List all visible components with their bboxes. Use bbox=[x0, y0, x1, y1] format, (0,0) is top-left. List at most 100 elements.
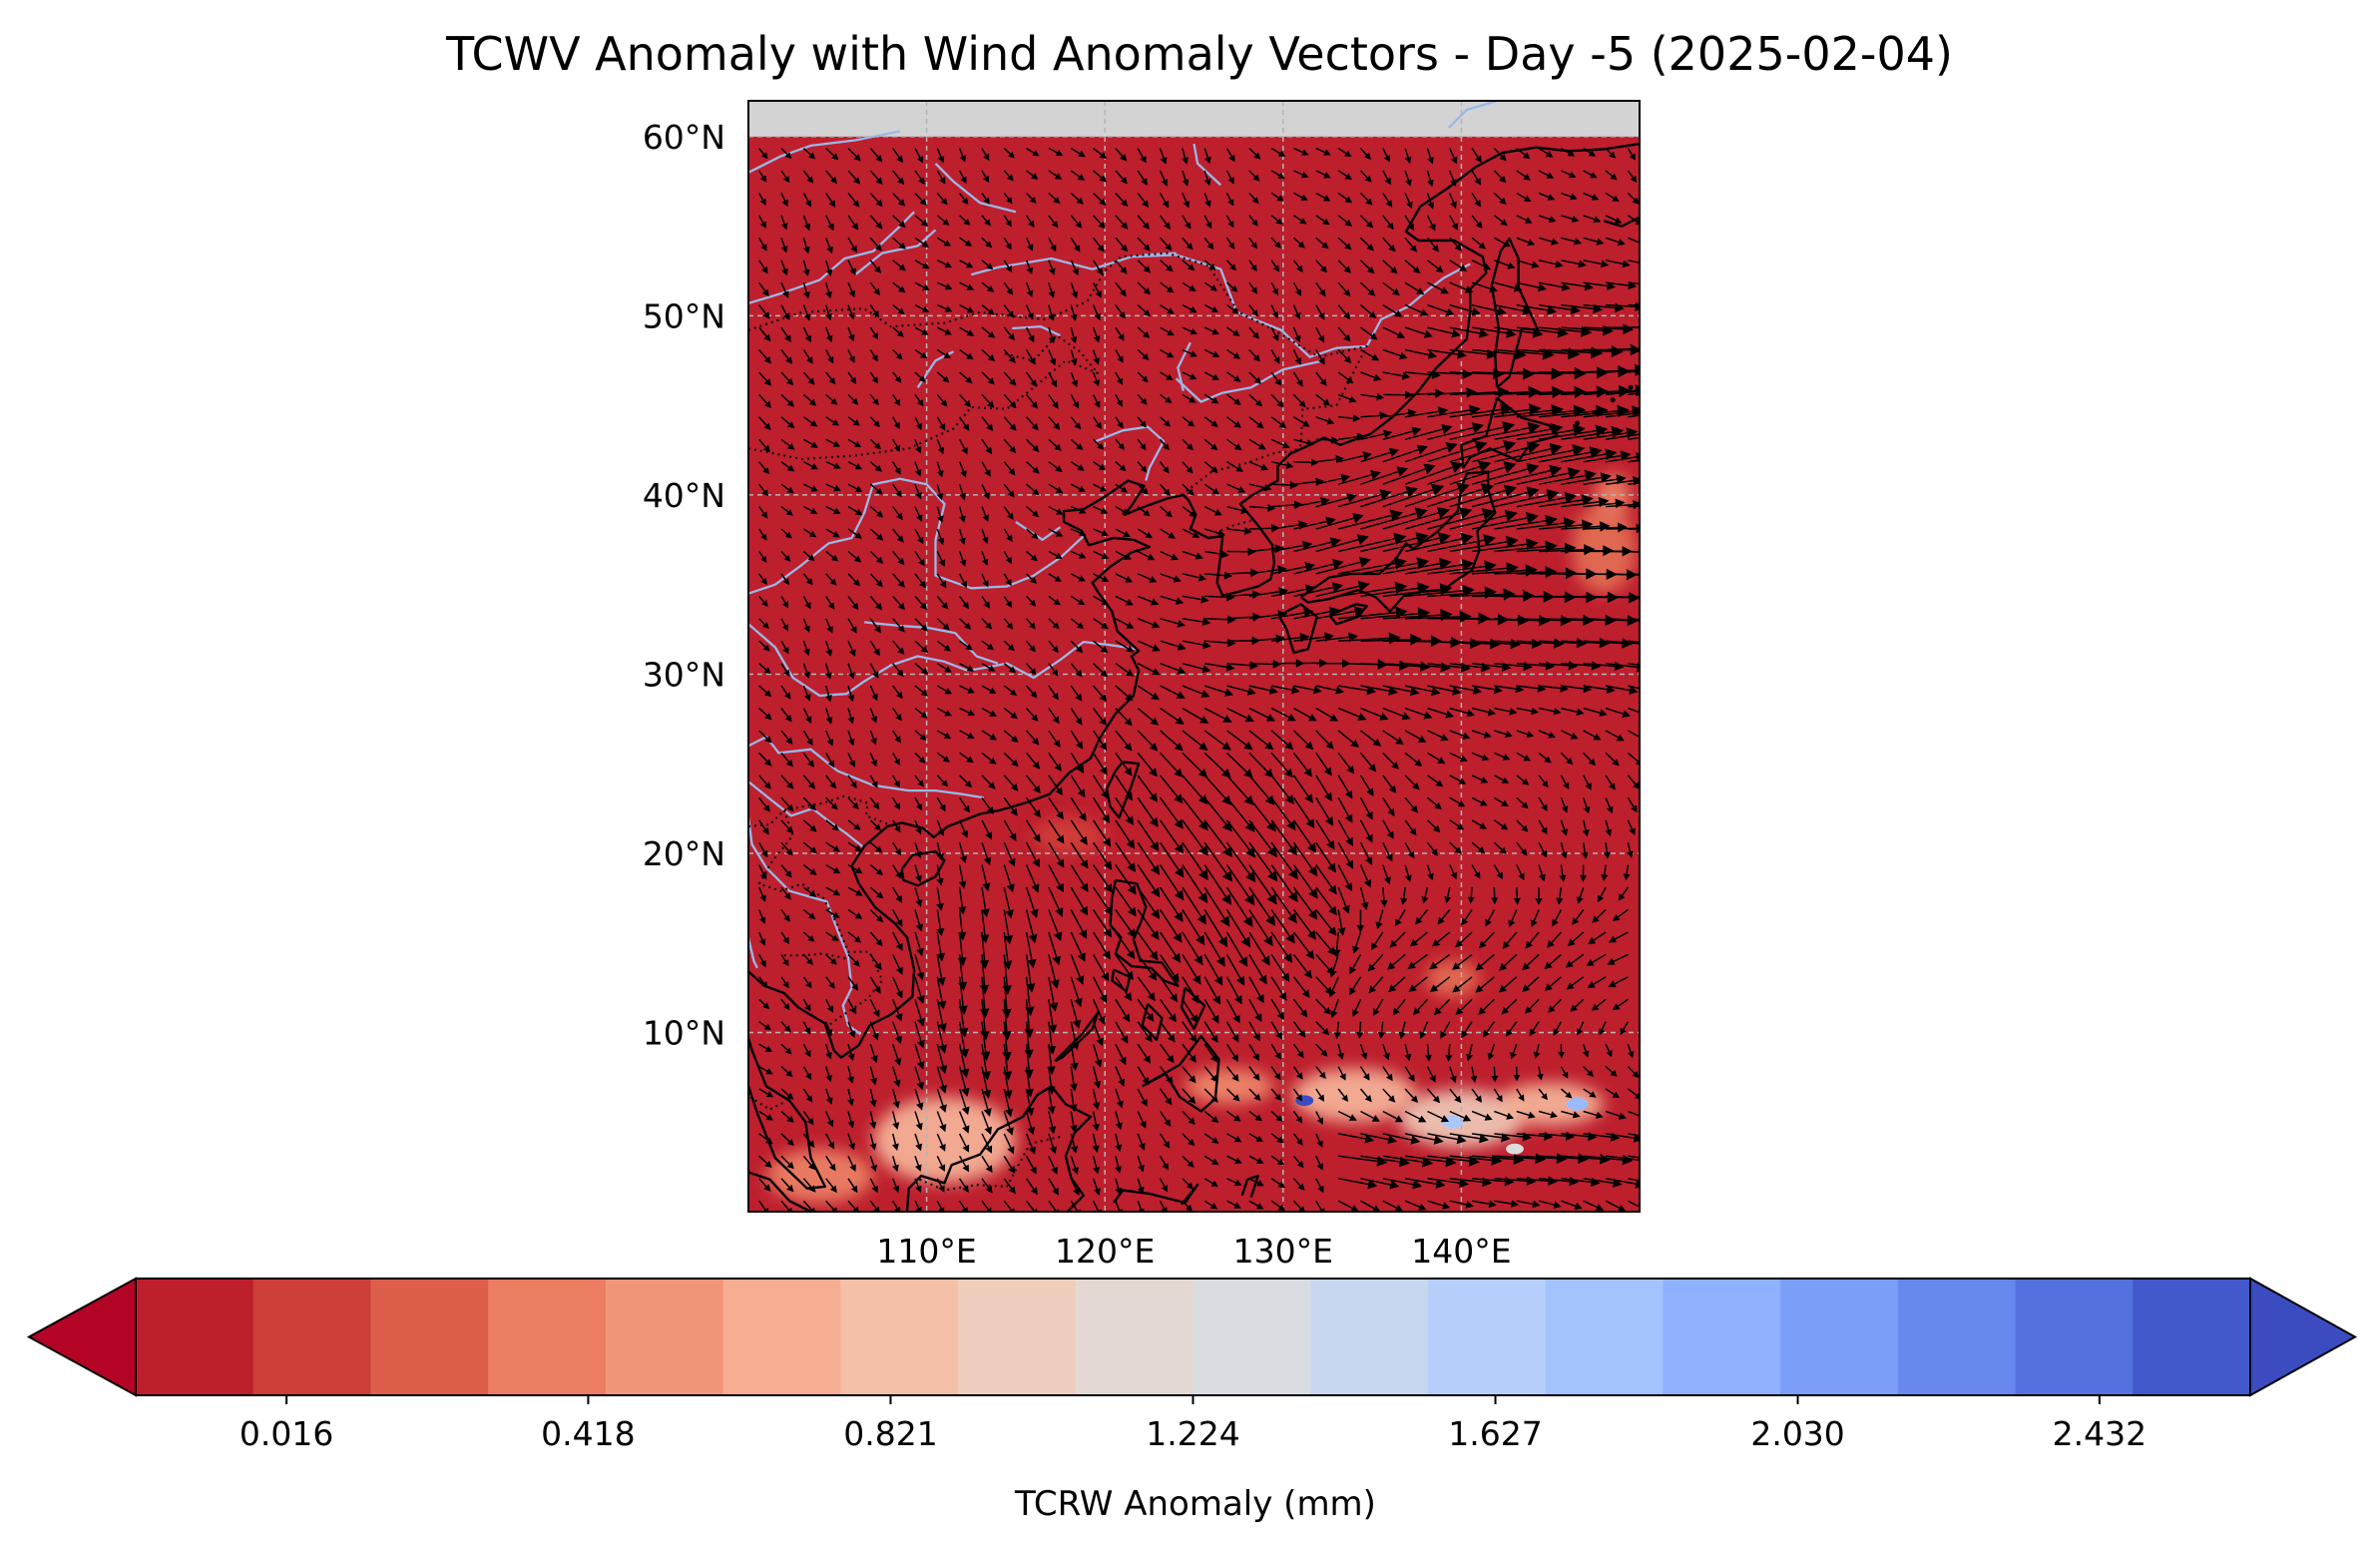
wind-vector bbox=[1026, 730, 1040, 746]
wind-vector bbox=[1226, 326, 1240, 336]
wind-vector bbox=[1203, 237, 1214, 251]
wind-vector bbox=[1315, 1088, 1325, 1102]
wind-vector bbox=[1159, 909, 1183, 943]
wind-vector bbox=[1315, 436, 1339, 444]
wind-vector bbox=[1538, 446, 1603, 463]
wind-vector bbox=[1560, 797, 1569, 813]
wind-vector bbox=[1387, 953, 1406, 970]
wind-vector bbox=[1093, 461, 1106, 471]
wind-vector bbox=[1225, 259, 1236, 271]
wind-vector bbox=[1427, 259, 1444, 273]
wind-vector bbox=[959, 730, 975, 740]
coastline-sakhalin bbox=[1490, 237, 1540, 389]
wind-vector bbox=[1427, 534, 1497, 553]
wind-vector bbox=[1203, 752, 1231, 778]
wind-vector bbox=[758, 304, 770, 319]
wind-vector bbox=[1583, 170, 1598, 179]
wind-vector bbox=[936, 483, 944, 501]
wind-vector bbox=[1093, 685, 1108, 702]
wind-vector bbox=[1415, 909, 1429, 925]
wind-vector bbox=[1225, 148, 1235, 163]
wind-vector bbox=[1471, 775, 1489, 783]
wind-vector bbox=[1329, 954, 1339, 978]
wind-vector bbox=[914, 416, 922, 431]
wind-vector bbox=[1092, 1066, 1102, 1089]
wind-vector bbox=[1048, 326, 1056, 344]
wind-vector bbox=[1182, 864, 1208, 904]
wind-vector bbox=[914, 170, 925, 185]
wind-vector bbox=[1182, 371, 1197, 380]
wind-vector bbox=[847, 663, 855, 680]
wind-vector bbox=[780, 1178, 794, 1193]
wind-vector bbox=[1115, 640, 1135, 653]
wind-vector bbox=[1115, 864, 1137, 895]
wind-vector bbox=[1382, 1178, 1423, 1190]
wind-vector bbox=[914, 1156, 922, 1172]
wind-vector bbox=[1529, 1021, 1540, 1037]
wind-vector bbox=[1248, 707, 1276, 722]
wind-vector bbox=[981, 707, 997, 717]
wind-vector bbox=[780, 259, 788, 276]
wind-vector bbox=[1003, 796, 1018, 816]
wind-vector bbox=[1182, 148, 1189, 165]
wind-vector bbox=[1491, 887, 1499, 905]
border-russia-china bbox=[748, 252, 1368, 453]
wind-vector bbox=[1070, 550, 1087, 559]
wind-vector bbox=[1606, 390, 1640, 396]
colorbar-block bbox=[2015, 1279, 2134, 1395]
wind-vector bbox=[1092, 416, 1102, 429]
wind-vector bbox=[1337, 1088, 1349, 1102]
wind-vector bbox=[1070, 1133, 1079, 1154]
wind-vector bbox=[1248, 1200, 1264, 1210]
wind-vector bbox=[780, 1200, 792, 1212]
wind-vector bbox=[825, 349, 834, 364]
wind-vector bbox=[1026, 708, 1039, 722]
wind-vector bbox=[1115, 976, 1133, 1002]
wind-vector bbox=[981, 595, 990, 609]
wind-vector bbox=[1494, 1153, 1547, 1165]
wind-vector bbox=[936, 752, 950, 763]
wind-vector bbox=[981, 348, 996, 362]
wind-vector bbox=[825, 775, 837, 789]
wind-vector bbox=[847, 326, 855, 342]
wind-vector bbox=[1092, 976, 1108, 1004]
wind-vector bbox=[1337, 393, 1357, 403]
wind-vector bbox=[758, 663, 771, 675]
wind-vector bbox=[1070, 259, 1079, 276]
wind-vector bbox=[802, 215, 811, 232]
wind-vector bbox=[1516, 1153, 1568, 1164]
wind-vector bbox=[1226, 707, 1254, 723]
wind-vector bbox=[1449, 685, 1483, 695]
wind-vector bbox=[981, 215, 991, 227]
wind-vector bbox=[1605, 1178, 1640, 1189]
wind-vector bbox=[1471, 752, 1490, 762]
wind-vector bbox=[1605, 1200, 1627, 1212]
wind-vector bbox=[1404, 864, 1412, 882]
wind-vector bbox=[1248, 634, 1285, 644]
wind-vector bbox=[981, 528, 989, 544]
wind-vector bbox=[869, 595, 883, 611]
wind-vector bbox=[959, 752, 974, 764]
wind-vector bbox=[1605, 259, 1631, 268]
wind-vector bbox=[1137, 685, 1160, 701]
wind-vector bbox=[1398, 1021, 1406, 1040]
lat-tick-label: 60°N bbox=[643, 118, 725, 157]
wind-vector bbox=[1570, 998, 1585, 1012]
wind-vector bbox=[1471, 796, 1488, 806]
wind-vector bbox=[1449, 535, 1519, 553]
wind-vector bbox=[1618, 886, 1630, 901]
wind-vector bbox=[1226, 461, 1243, 472]
wind-vector bbox=[1115, 505, 1130, 515]
wind-vector bbox=[847, 461, 862, 470]
wind-vector bbox=[1606, 618, 1640, 622]
wind-vector bbox=[824, 663, 832, 680]
wind-vector bbox=[1248, 1066, 1260, 1081]
wind-vector bbox=[1159, 864, 1185, 901]
wind-vector bbox=[981, 796, 994, 814]
wind-vector bbox=[825, 998, 833, 1013]
wind-vector bbox=[981, 618, 993, 630]
wind-vector bbox=[780, 1133, 794, 1147]
anomaly-spot bbox=[1566, 1097, 1589, 1111]
wind-vector bbox=[1404, 707, 1433, 720]
colorbar-block bbox=[958, 1279, 1077, 1395]
